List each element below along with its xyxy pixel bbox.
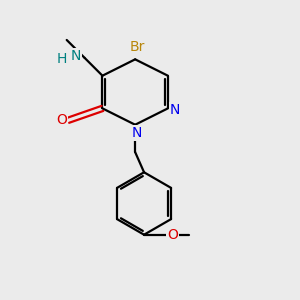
Text: H: H xyxy=(57,52,68,66)
Text: N: N xyxy=(170,103,181,117)
Text: N: N xyxy=(131,126,142,140)
Text: O: O xyxy=(167,228,178,242)
Text: Br: Br xyxy=(130,40,145,54)
Text: N: N xyxy=(70,49,81,63)
Text: O: O xyxy=(56,113,67,127)
